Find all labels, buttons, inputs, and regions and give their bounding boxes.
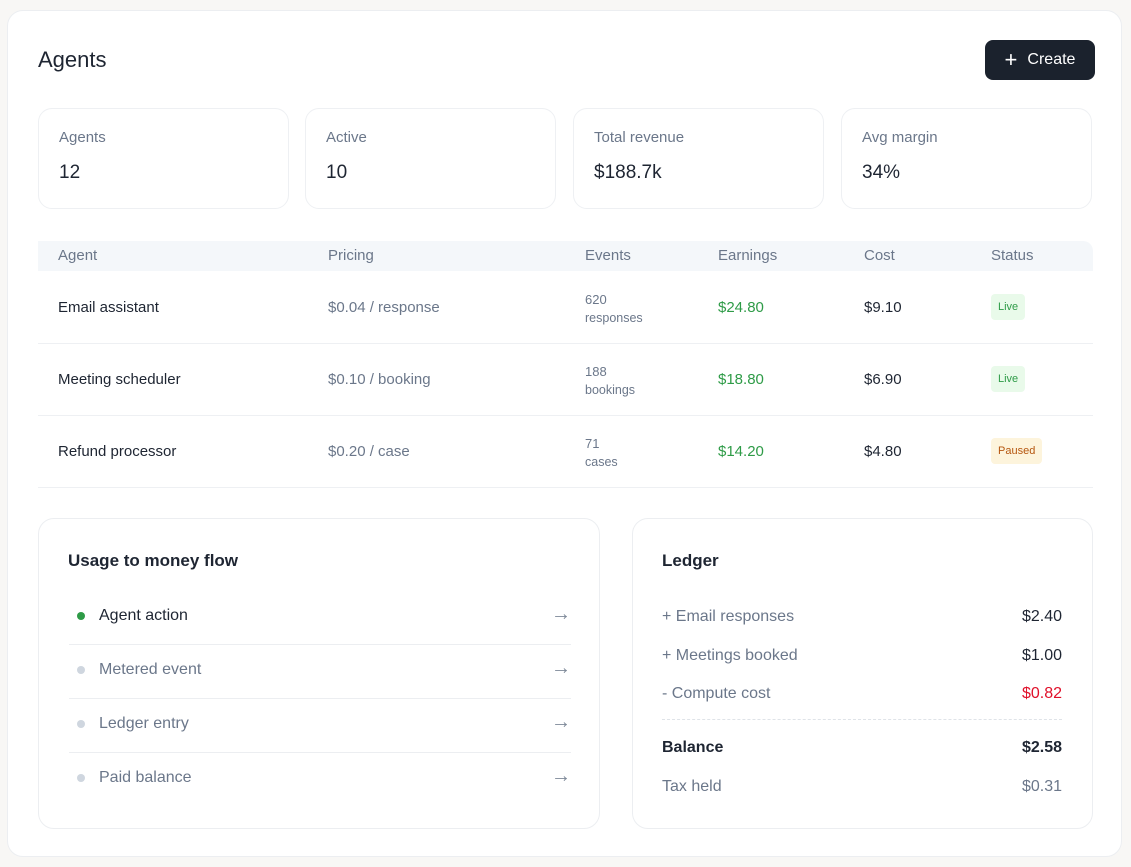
flow-item-paid-balance[interactable]: Paid balance → <box>69 753 571 807</box>
status-dot-icon <box>77 720 85 728</box>
event-count: 620 <box>585 292 607 307</box>
earnings: $14.20 <box>718 443 764 460</box>
ledger-label: + Email responses <box>662 608 795 625</box>
flow-label: Ledger entry <box>99 715 189 732</box>
usage-flow-card: Usage to money flow Agent action → Metere… <box>38 518 600 829</box>
ledger-entry: - Compute cost $0.82 <box>662 685 1062 703</box>
column-header-status: Status <box>991 247 1034 264</box>
agent-name: Meeting scheduler <box>58 371 181 388</box>
column-header-events: Events <box>585 247 631 264</box>
tax-label: Tax held <box>662 778 722 795</box>
stat-label: Active <box>326 129 367 146</box>
event-unit: responses <box>585 311 643 325</box>
ledger-card: Ledger + Email responses $2.40 + Meetings… <box>632 518 1093 829</box>
status-badge: Live <box>991 366 1026 392</box>
stat-active: Active 10 <box>305 108 556 209</box>
agent-pricing: $0.20 / case <box>328 443 410 460</box>
status-badge: Live <box>991 294 1026 320</box>
tax-value: $0.31 <box>1021 778 1062 795</box>
stat-value: 34% <box>862 162 901 183</box>
event-count: 71 <box>585 436 600 451</box>
cost: $6.90 <box>864 371 902 388</box>
flow-label: Paid balance <box>99 769 192 786</box>
column-header-agent: Agent <box>58 247 98 264</box>
agent-name: Email assistant <box>58 299 159 316</box>
stat-value: 10 <box>326 162 348 183</box>
table-row[interactable]: Refund processor $0.20 / case 71 cases $… <box>38 416 1093 488</box>
status-dot-icon <box>77 774 85 782</box>
stat-avg-margin: Avg margin 34% <box>841 108 1092 209</box>
ledger-tax: Tax held $0.31 <box>662 778 1062 796</box>
card-title: Ledger <box>662 551 719 570</box>
stat-label: Avg margin <box>862 129 938 146</box>
cost: $9.10 <box>864 299 902 316</box>
page-title: Agents <box>38 47 107 72</box>
arrow-right-icon: → <box>551 711 571 733</box>
agent-name: Refund processor <box>58 443 177 460</box>
ledger-value: $0.82 <box>1021 685 1062 702</box>
balance-label: Balance <box>662 739 724 756</box>
stat-agents: Agents 12 <box>38 108 289 209</box>
event-unit: cases <box>585 455 618 469</box>
table-header: Agent Pricing Events Earnings Cost Statu… <box>38 241 1093 271</box>
ledger-label: - Compute cost <box>662 685 771 702</box>
create-label: Create <box>1027 51 1076 68</box>
earnings: $24.80 <box>718 299 764 316</box>
agents-panel: Agents + Create Agents 12 Active 10 Total r… <box>7 10 1122 857</box>
flow-label: Metered event <box>99 661 202 678</box>
status-dot-icon <box>77 666 85 674</box>
ledger-value: $1.00 <box>1021 647 1062 664</box>
balance-value: $2.58 <box>1021 739 1062 756</box>
ledger-divider <box>662 719 1062 720</box>
card-title: Usage to money flow <box>68 551 239 570</box>
column-header-earnings: Earnings <box>718 247 778 264</box>
status-badge: Paused <box>991 438 1043 464</box>
cost: $4.80 <box>864 443 902 460</box>
arrow-right-icon: → <box>551 603 571 625</box>
agent-pricing: $0.10 / booking <box>328 371 431 388</box>
stat-value: $188.7k <box>594 162 662 183</box>
event-unit: bookings <box>585 383 636 397</box>
table-row[interactable]: Email assistant $0.04 / response 620 res… <box>38 272 1093 344</box>
create-button[interactable]: + Create <box>985 40 1095 80</box>
ledger-entry: + Email responses $2.40 <box>662 608 1062 626</box>
stat-label: Total revenue <box>594 129 685 146</box>
agent-pricing: $0.04 / response <box>328 299 440 316</box>
ledger-value: $2.40 <box>1021 608 1062 625</box>
stat-label: Agents <box>59 129 106 146</box>
arrow-right-icon: → <box>551 765 571 787</box>
flow-item-metered-event[interactable]: Metered event → <box>69 645 571 699</box>
stat-value: 12 <box>59 162 81 183</box>
earnings: $18.80 <box>718 371 764 388</box>
column-header-cost: Cost <box>864 247 895 264</box>
ledger-entry: + Meetings booked $1.00 <box>662 647 1062 665</box>
flow-label: Agent action <box>99 607 188 624</box>
arrow-right-icon: → <box>551 657 571 679</box>
flow-item-ledger-entry[interactable]: Ledger entry → <box>69 699 571 753</box>
event-count: 188 <box>585 364 607 379</box>
flow-item-agent-action[interactable]: Agent action → <box>69 591 571 645</box>
stat-total-revenue: Total revenue $188.7k <box>573 108 824 209</box>
ledger-label: + Meetings booked <box>662 647 798 664</box>
table-row[interactable]: Meeting scheduler $0.10 / booking 188 bo… <box>38 344 1093 416</box>
plus-icon: + <box>1004 47 1018 72</box>
column-header-pricing: Pricing <box>328 247 374 264</box>
status-dot-icon <box>77 612 85 620</box>
ledger-balance: Balance $2.58 <box>662 739 1062 757</box>
